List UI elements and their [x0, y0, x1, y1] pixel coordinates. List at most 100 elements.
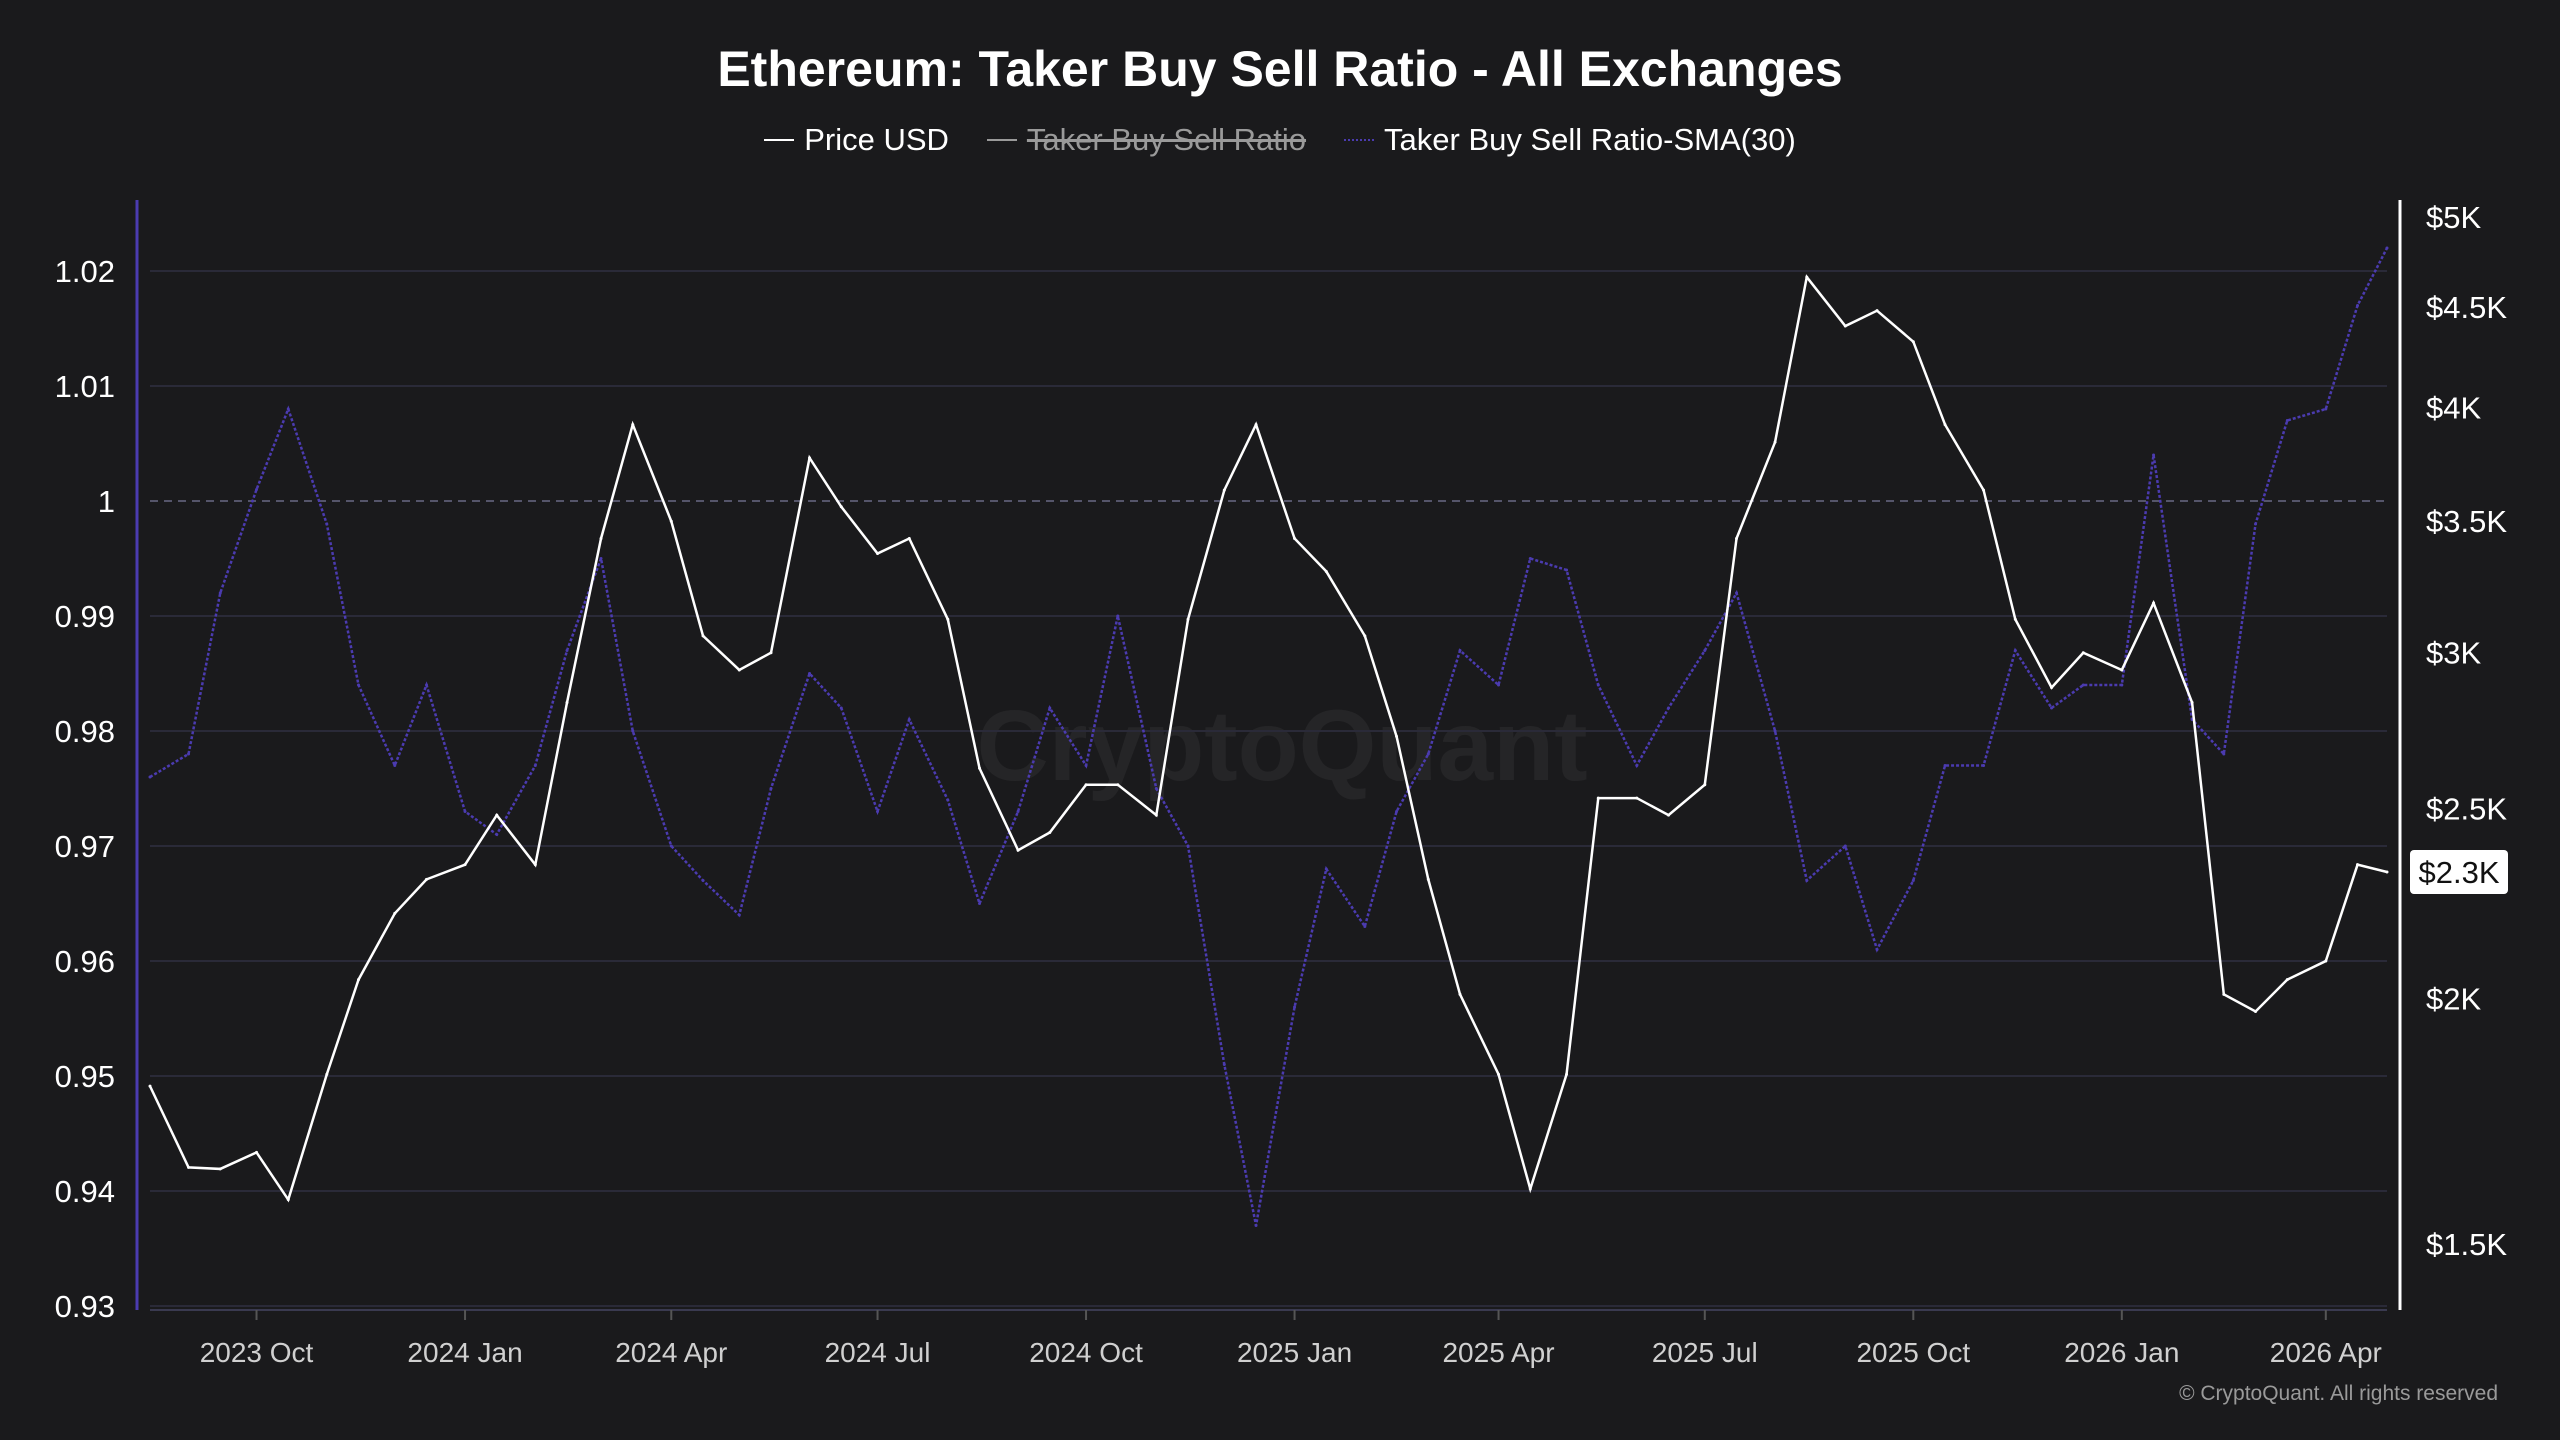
price-point [2013, 617, 2017, 621]
sma-point [286, 407, 290, 411]
current-price-label: $2.3K [2418, 855, 2499, 890]
x-tick-label: 2024 Oct [1029, 1337, 1143, 1368]
price-point [1667, 813, 1671, 817]
sma-point [1667, 706, 1671, 710]
sma-point [1293, 1005, 1297, 1009]
price-point [737, 668, 741, 672]
left-tick-label: 1.02 [55, 254, 115, 289]
sma-point [2385, 246, 2389, 250]
legend-swatch-sma [1344, 139, 1375, 141]
price-point [148, 1084, 152, 1088]
sma-point [255, 488, 259, 491]
sma-point [631, 729, 635, 733]
sma-point [357, 683, 361, 687]
legend-item-price[interactable]: Price USD [764, 122, 949, 158]
price-point [769, 651, 773, 655]
price-point [1016, 848, 1020, 852]
price-point [1186, 617, 1190, 621]
x-tick-label: 2024 Jul [825, 1337, 931, 1368]
sma-point [599, 557, 603, 560]
price-point [701, 634, 705, 638]
sma-point [2152, 453, 2156, 457]
sma-point [187, 752, 191, 756]
price-point [357, 978, 361, 982]
price-point [808, 456, 812, 460]
price-point [1458, 992, 1462, 996]
price-point [1875, 309, 1879, 313]
legend-label-price: Price USD [804, 122, 949, 157]
price-point [1426, 877, 1430, 881]
price-point [1395, 734, 1399, 738]
sma-point [1395, 810, 1399, 813]
sma-point [393, 764, 397, 767]
sma-point [1805, 879, 1809, 882]
sma-point [946, 798, 950, 802]
current-price-badge [2410, 850, 2508, 895]
legend-item-sma[interactable]: Taker Buy Sell Ratio-SMA(30) [1344, 122, 1796, 158]
sma-point [425, 683, 429, 687]
left-tick-label: 0.93 [55, 1289, 115, 1324]
price-point [1565, 1072, 1569, 1076]
price-point [2050, 686, 2054, 690]
left-tick-label: 0.97 [55, 829, 115, 864]
price-point [2152, 601, 2156, 605]
price-point [2222, 992, 2226, 996]
sma-point [2285, 419, 2289, 422]
sma-point [1497, 683, 1501, 687]
sma-point [978, 902, 982, 905]
price-point [599, 536, 603, 540]
sma-point [737, 913, 741, 917]
sma-point [1186, 844, 1190, 848]
sma-point [2324, 407, 2328, 411]
legend-swatch-price [764, 139, 795, 141]
x-tick-label: 2025 Oct [1856, 1337, 1970, 1368]
sma-point [1016, 810, 1020, 813]
legend-item-ratio[interactable]: Taker Buy Sell Ratio [986, 122, 1306, 158]
sma-point [218, 591, 222, 595]
watermark: CryptoQuant [976, 690, 1587, 802]
price-point [533, 863, 537, 867]
sma-point [1596, 683, 1600, 687]
price-point [2324, 959, 2328, 963]
right-tick-label: $2K [2426, 982, 2481, 1017]
sma-point [669, 844, 673, 848]
legend-swatch-ratio [986, 139, 1017, 141]
sma-point [2050, 706, 2054, 710]
price-point [1084, 783, 1088, 787]
sma-point [1773, 729, 1777, 733]
sma-point [565, 649, 569, 652]
x-tick-label: 2024 Jan [407, 1337, 522, 1368]
price-point [1363, 634, 1367, 638]
price-point [1497, 1072, 1501, 1076]
sma-point [1154, 787, 1158, 790]
price-point [1703, 783, 1707, 787]
sma-point [808, 672, 812, 675]
sma-point [1635, 764, 1639, 767]
price-point [2356, 863, 2360, 867]
price-point [286, 1198, 290, 1202]
price-point [1843, 324, 1847, 328]
price-point [495, 813, 499, 817]
sma-point [839, 706, 843, 710]
sma-point [769, 787, 773, 790]
price-point [1154, 813, 1158, 817]
left-tick-label: 0.94 [55, 1174, 115, 1209]
sma-point [148, 775, 152, 779]
price-point [907, 536, 911, 540]
sma-point [1254, 1224, 1258, 1227]
sma-point [1943, 764, 1947, 767]
legend-label-sma: Taker Buy Sell Ratio-SMA(30) [1384, 122, 1796, 157]
price-point [2254, 1009, 2258, 1013]
sma-point [2013, 649, 2017, 652]
sma-point [325, 522, 329, 526]
sma-point [2222, 752, 2226, 756]
legend: Price USD Taker Buy Sell Ratio Taker Buy… [0, 122, 2560, 158]
price-point [463, 863, 467, 867]
price-point [876, 552, 880, 556]
price-point [946, 617, 950, 621]
sma-point [1735, 591, 1739, 595]
price-point [1293, 536, 1297, 540]
sma-point [1875, 948, 1879, 951]
right-tick-label: $4.5K [2426, 290, 2507, 325]
